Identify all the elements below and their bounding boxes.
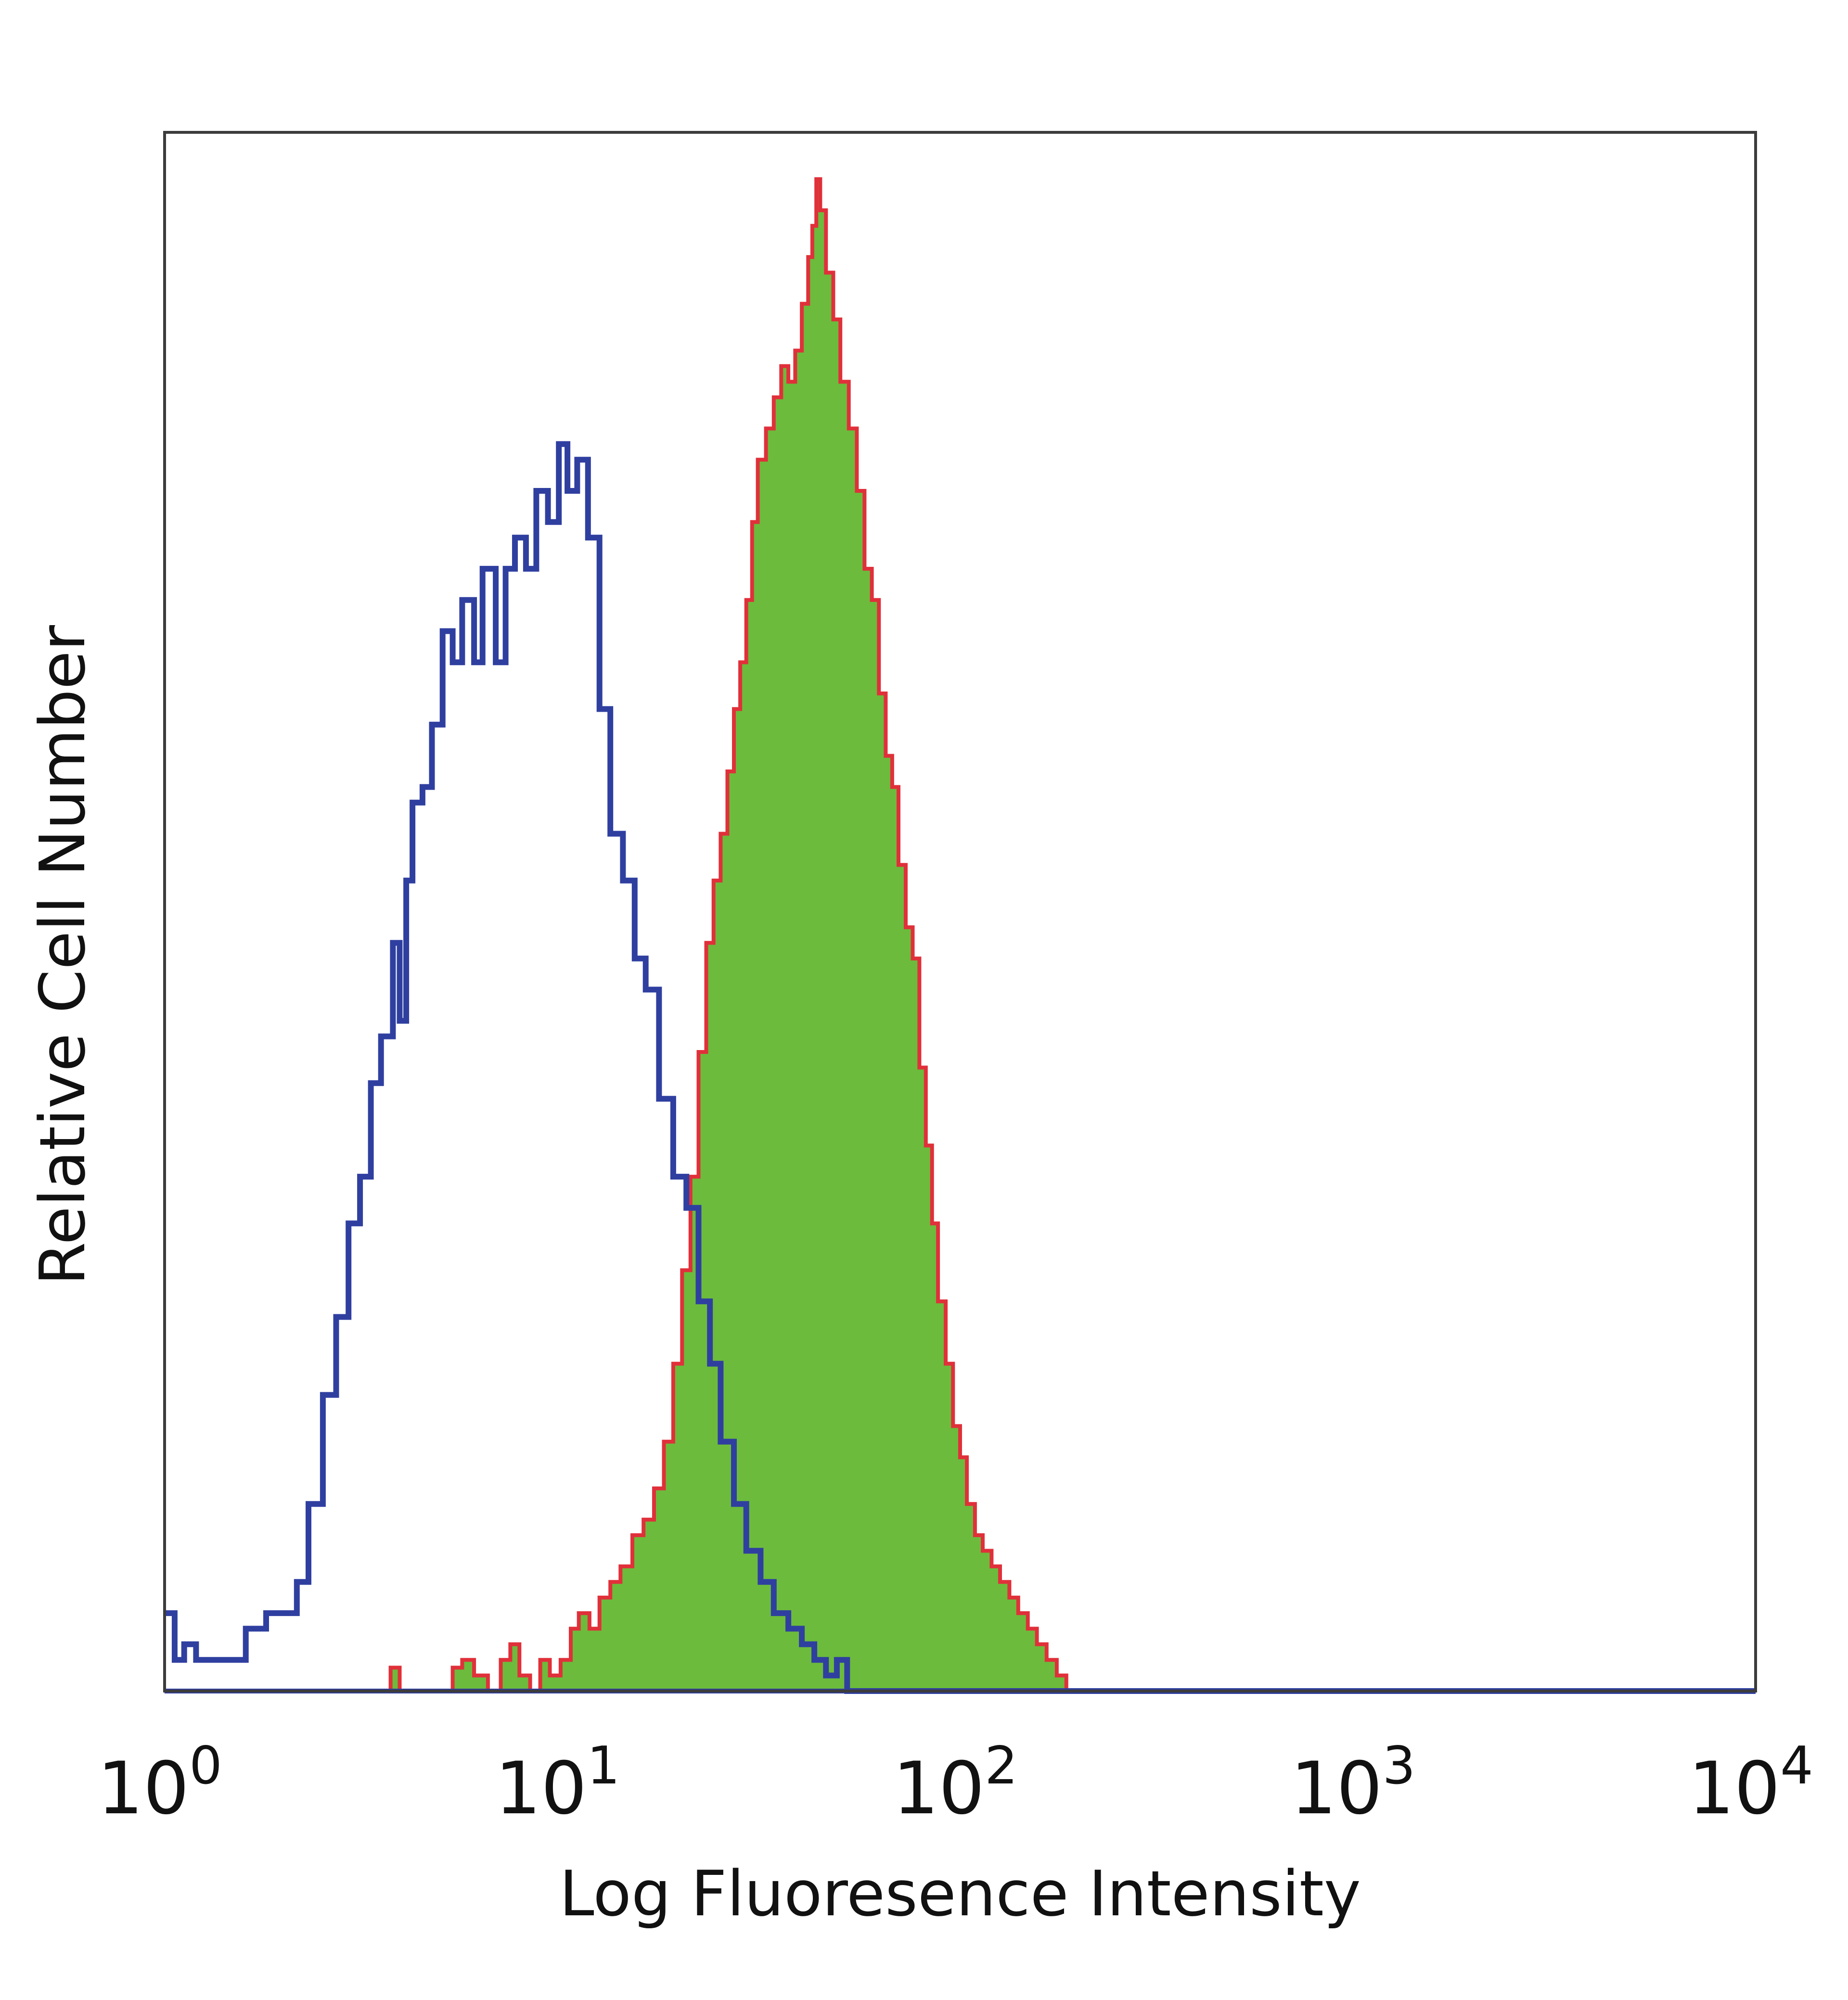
x-tick-label: 101 [495, 1736, 620, 1831]
filled-histogram-edge [165, 177, 1756, 1693]
y-axis-label: Relative Cell Number [26, 625, 99, 1285]
x-tick-label: 102 [893, 1736, 1018, 1831]
x-tick-labels: 100 101 102 103 104 [97, 1736, 1813, 1831]
x-tick-label: 104 [1688, 1736, 1813, 1831]
plot-frame [163, 131, 1757, 1692]
x-axis-label: Log Fluoresence Intensity [559, 1857, 1361, 1930]
outline-histogram-line [165, 441, 1756, 1694]
x-tick-label: 103 [1291, 1736, 1416, 1831]
x-tick-label: 100 [97, 1736, 222, 1831]
